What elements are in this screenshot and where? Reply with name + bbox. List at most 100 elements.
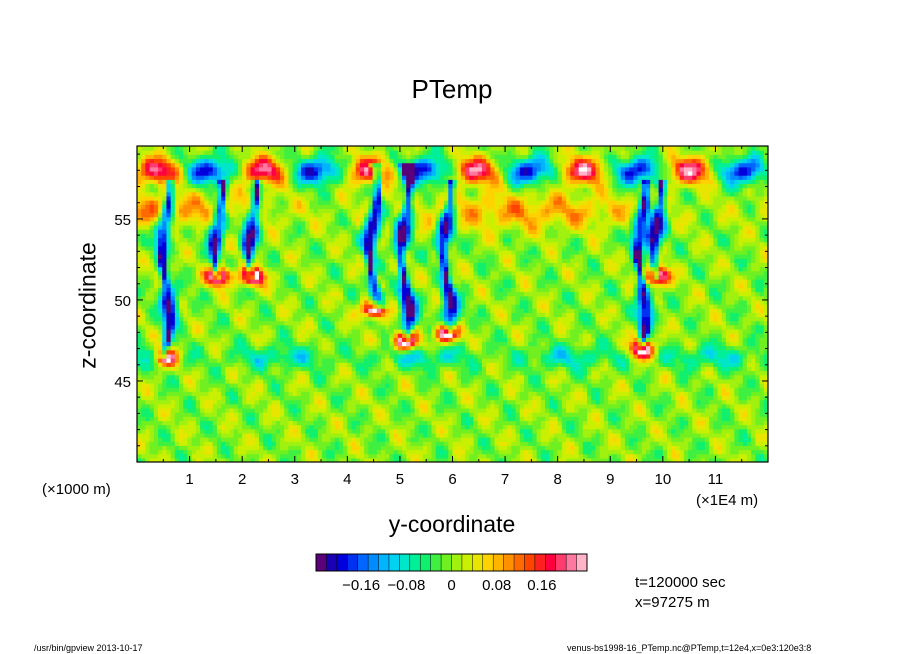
heatmap-cell — [162, 208, 168, 214]
heatmap-cell — [200, 407, 205, 413]
heatmap-cell — [216, 254, 222, 259]
heatmap-cell — [225, 175, 231, 180]
heatmap-cell — [153, 158, 159, 164]
heatmap-cell — [402, 320, 407, 326]
heatmap-cell — [292, 162, 298, 168]
heatmap-cell — [380, 383, 386, 388]
heatmap-cell — [212, 204, 218, 209]
heatmap-cell — [162, 370, 168, 376]
heatmap-cell — [330, 270, 336, 276]
heatmap-cell — [334, 407, 340, 413]
heatmap-cell — [309, 403, 315, 409]
heatmap-cell — [343, 200, 348, 205]
heatmap-cell — [343, 270, 348, 276]
heatmap-cell — [410, 320, 416, 326]
heatmap-cell — [347, 279, 353, 284]
heatmap-cell — [385, 299, 391, 305]
heatmap-cell — [187, 270, 193, 276]
heatmap-cell — [338, 146, 344, 151]
heatmap-cell — [267, 200, 273, 205]
heatmap-cell — [402, 158, 407, 164]
heatmap-cell — [250, 299, 256, 305]
heatmap-cell — [343, 154, 348, 160]
heatmap-cell — [221, 358, 226, 363]
heatmap-cell — [284, 274, 290, 280]
heatmap-cell — [187, 274, 193, 280]
heatmap-cell — [216, 420, 222, 426]
heatmap-cell — [313, 279, 319, 284]
heatmap-cell — [292, 212, 298, 218]
heatmap-cell — [322, 428, 327, 434]
heatmap-cell — [242, 229, 247, 234]
heatmap-cell — [195, 370, 201, 376]
heatmap-cell — [183, 283, 189, 288]
heatmap-cell — [280, 295, 285, 301]
heatmap-cell — [221, 441, 226, 446]
heatmap-cell — [170, 441, 176, 446]
heatmap-cell — [149, 374, 155, 380]
heatmap-cell — [166, 445, 172, 451]
heatmap-cell — [301, 341, 306, 347]
heatmap-cell — [334, 395, 340, 401]
heatmap-cell — [322, 225, 327, 230]
heatmap-cell — [393, 162, 399, 168]
heatmap-cell — [145, 154, 151, 160]
heatmap-cell — [305, 312, 311, 318]
heatmap-cell — [158, 320, 163, 326]
heatmap-cell — [271, 245, 277, 251]
heatmap-cell — [301, 258, 306, 264]
heatmap-cell — [393, 208, 399, 214]
heatmap-cell — [372, 362, 378, 367]
heatmap-cell — [145, 287, 151, 293]
heatmap-cell — [288, 341, 294, 347]
heatmap-cell — [338, 187, 344, 193]
heatmap-cell — [149, 212, 155, 218]
heatmap-cell — [263, 437, 269, 442]
heatmap-cell — [301, 449, 306, 455]
heatmap-cell — [284, 162, 290, 168]
heatmap-cell — [376, 170, 382, 176]
heatmap-cell — [191, 162, 197, 168]
heatmap-cell — [355, 320, 361, 326]
heatmap-cell — [364, 195, 369, 201]
heatmap-cell — [179, 146, 184, 151]
heatmap-cell — [137, 283, 142, 288]
heatmap-cell — [242, 353, 247, 359]
heatmap-cell — [301, 283, 306, 288]
heatmap-cell — [410, 304, 416, 309]
heatmap-cell — [351, 424, 357, 430]
heatmap-cell — [305, 291, 311, 297]
heatmap-cell — [267, 195, 273, 201]
heatmap-cell — [229, 245, 235, 251]
heatmap-cell — [393, 333, 399, 338]
heatmap-cell — [242, 407, 247, 413]
heatmap-cell — [334, 432, 340, 438]
heatmap-cell — [149, 453, 155, 459]
heatmap-cell — [158, 195, 163, 201]
heatmap-cell — [406, 453, 412, 459]
heatmap-cell — [170, 287, 176, 293]
heatmap-cell — [174, 283, 180, 288]
heatmap-cell — [216, 437, 222, 442]
heatmap-cell — [187, 412, 193, 417]
heatmap-cell — [179, 299, 184, 305]
heatmap-cell — [229, 341, 235, 347]
heatmap-cell — [330, 437, 336, 442]
heatmap-cell — [162, 349, 168, 355]
heatmap-cell — [301, 345, 306, 351]
heatmap-cell — [187, 308, 193, 313]
heatmap-cell — [208, 449, 214, 455]
heatmap-cell — [162, 312, 168, 318]
heatmap-cell — [406, 391, 412, 397]
heatmap-cell — [380, 328, 386, 334]
heatmap-cell — [364, 166, 369, 172]
heatmap-cell — [275, 262, 281, 268]
heatmap-cell — [292, 283, 298, 288]
heatmap-cell — [250, 333, 256, 338]
heatmap-cell — [254, 445, 260, 451]
heatmap-cell — [204, 412, 210, 417]
heatmap-cell — [330, 187, 336, 193]
heatmap-cell — [410, 441, 416, 446]
heatmap-cell — [305, 299, 311, 305]
heatmap-cell — [355, 353, 361, 359]
